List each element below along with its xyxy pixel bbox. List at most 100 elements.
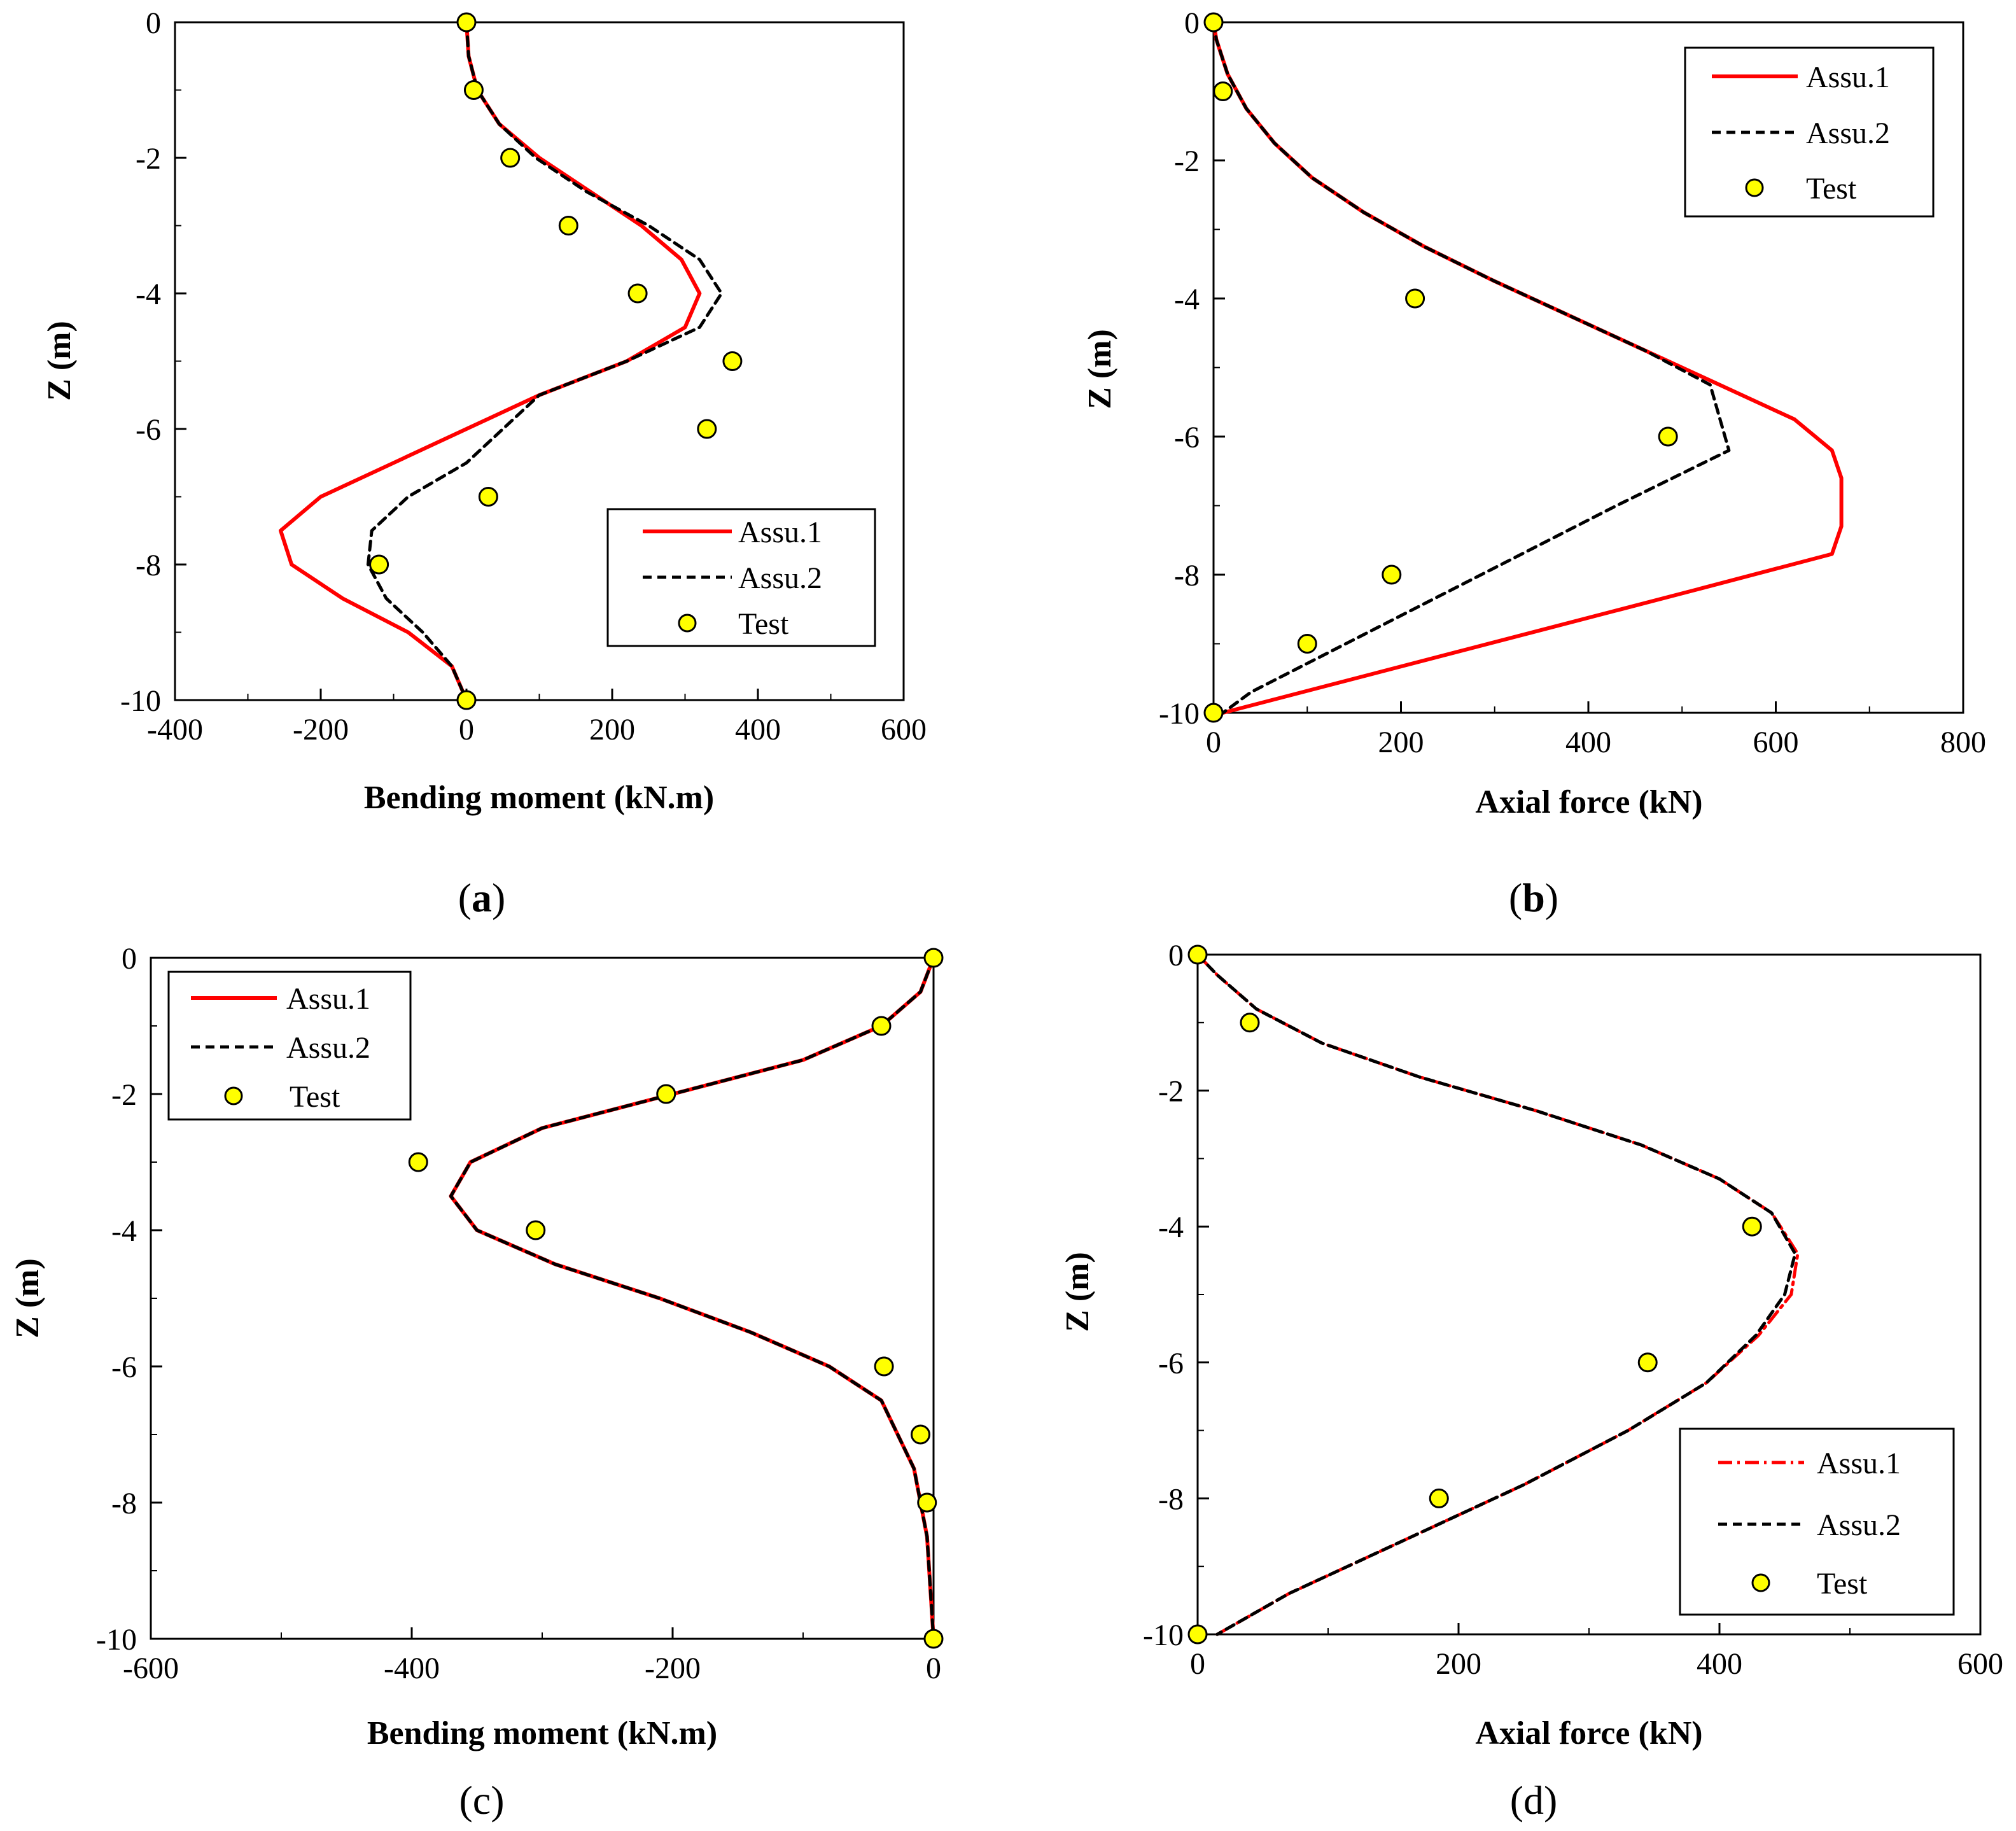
legend-test-label: Test [290,1080,340,1114]
test-point [874,1356,894,1377]
caption-letter: a [472,875,492,920]
panel-b-caption: (b) [1509,875,1558,920]
xtick-label: 0 [459,713,474,747]
panel-a: -400 -200 0 200 400 600 0 -2 -4 -6 -8 -10 Bending … [41,6,927,920]
xtick-label: 400 [1565,726,1611,759]
legend-assu1-label: Assu.1 [286,982,370,1016]
legend-test-marker [678,614,697,633]
ytick-label: -10 [1143,1618,1184,1652]
panel-a-xlabel: Bending moment (kN.m) [364,780,714,816]
test-point [526,1220,546,1240]
ytick-label: 0 [1184,6,1200,40]
panel-a-ylabel: Z (m) [41,321,78,401]
ytick-label: -10 [1159,697,1200,731]
legend-test-label: Test [1806,172,1857,206]
test-point [1658,426,1678,447]
ytick-label: -6 [111,1350,137,1384]
test-point [369,554,389,575]
panel-a-series [279,12,743,710]
panel-b: 0 200 400 600 800 0 -2 -4 -6 -8 -10 Axial force (… [1082,6,1986,920]
legend-test-marker [1751,1573,1770,1592]
panel-b-ylabel: Z (m) [1082,329,1118,409]
test-point [923,948,944,968]
xtick-label: -400 [147,713,203,747]
ytick-label: -4 [136,277,161,311]
panel-d-yaxis-ticks: 0 -2 -4 -6 -8 -10 [1143,939,1209,1652]
caption-open: ( [458,875,472,920]
caption-close: ) [1544,1778,1557,1823]
test-point [911,1424,930,1445]
legend-test-label: Test [1817,1567,1868,1601]
caption-letter: c [473,1778,491,1823]
panel-d: 0 200 400 600 0 -2 -4 -6 -8 -10 Axial force (kN)… [1060,939,2003,1823]
panel-d-series [1187,944,1800,1645]
test-point [697,419,717,439]
panel-b-caption-text: (b) [1509,875,1558,920]
xtick-label: 600 [1753,726,1799,759]
test-point [1213,81,1233,101]
ytick-label: -8 [1158,1482,1184,1516]
ytick-label: -2 [1174,144,1200,178]
series-assu2-line [449,956,935,1641]
ytick-label: 0 [1168,939,1184,972]
legend-assu2-label: Assu.2 [286,1031,370,1065]
ytick-label: -6 [1174,421,1200,454]
panel-c-caption-text: (c) [459,1778,504,1823]
series-assu2-line [1212,20,1731,715]
panel-d-ylabel: Z (m) [1060,1252,1096,1332]
test-point [463,80,484,100]
xtick-label: 400 [1697,1647,1742,1681]
xtick-label: 0 [926,1652,941,1685]
test-point [1429,1488,1449,1508]
ytick-label: 0 [146,6,161,40]
legend-assu2-label: Assu.2 [1806,116,1890,150]
xtick-label: -400 [384,1652,440,1685]
caption-letter: d [1523,1778,1544,1823]
ytick-label: -4 [1174,283,1200,316]
panel-d-xlabel: Axial force (kN) [1475,1715,1702,1751]
ytick-label: -6 [1158,1347,1184,1380]
panel-d-legend: Assu.1 Assu.2 Test [1679,1428,1955,1616]
xtick-label: -200 [293,713,349,747]
caption-close: ) [1545,875,1558,920]
caption-close: ) [491,1778,504,1823]
test-point [1637,1352,1658,1373]
xtick-label: 600 [1957,1647,2003,1681]
xtick-label: 400 [735,713,781,747]
panel-c: -600 -400 -200 0 0 -2 -4 -6 -8 -10 Bending momen… [10,942,944,1823]
test-point [478,487,498,507]
test-point [1405,288,1425,309]
legend-assu1-label: Assu.1 [738,516,822,549]
panel-a-caption: (a) [458,875,506,920]
ytick-label: -10 [96,1623,137,1657]
test-point [1297,634,1317,654]
test-point [917,1492,937,1513]
panel-b-xlabel: Axial force (kN) [1475,784,1702,820]
legend-test-marker [1745,178,1764,197]
panel-c-yaxis-ticks: 0 -2 -4 -6 -8 -10 [96,942,162,1657]
xtick-label: 0 [1206,726,1221,759]
test-point [1187,1624,1208,1645]
caption-open: ( [1510,1778,1523,1823]
xtick-label: 0 [1190,1647,1205,1681]
caption-open: ( [1509,875,1522,920]
test-point [871,1016,892,1036]
panel-c-series [408,948,944,1649]
xtick-label: 600 [881,713,927,747]
ytick-label: -6 [136,413,161,447]
panel-a-xaxis-ticks: -400 -200 0 200 400 600 [147,689,927,747]
panel-d-xaxis-ticks: 0 200 400 600 [1190,1623,2003,1681]
test-point [627,283,648,304]
test-point [1742,1216,1762,1237]
legend-test-label: Test [738,607,789,641]
test-point [1240,1013,1260,1033]
ytick-label: -4 [1158,1210,1184,1244]
xtick-label: 800 [1940,726,1986,759]
panel-c-xaxis-ticks: -600 -400 -200 0 [123,1627,941,1685]
panel-b-series [1203,12,1844,723]
panel-c-legend: Assu.1 Assu.2 Test [167,971,412,1121]
caption-open: ( [459,1778,472,1823]
legend-assu1-label: Assu.1 [1817,1447,1901,1480]
test-point [408,1152,428,1172]
ytick-label: 0 [122,942,137,976]
